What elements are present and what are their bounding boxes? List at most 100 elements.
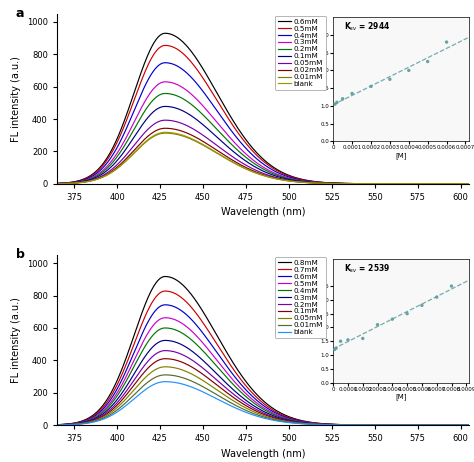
0.01mM [160, 372, 166, 378]
blank [330, 422, 336, 428]
0.1mM [160, 356, 166, 362]
0.01mM [160, 130, 166, 136]
0.3mM [298, 178, 303, 183]
0.2mM [127, 134, 133, 140]
0.1mM [466, 181, 472, 187]
0.02mM [162, 126, 168, 131]
0.8mM [330, 421, 336, 427]
0.4mM [162, 325, 168, 331]
0.01mM [54, 181, 60, 187]
blank [162, 379, 168, 384]
0.02mM [298, 179, 303, 185]
X-axis label: Wavelength (nm): Wavelength (nm) [221, 207, 305, 217]
0.5mM [160, 315, 166, 321]
blank [160, 130, 166, 135]
0.1mM [160, 104, 166, 109]
blank [466, 181, 472, 187]
0.3mM [54, 422, 60, 428]
Line: 0.6mM: 0.6mM [57, 305, 469, 425]
Y-axis label: FL intensity (a.u.): FL intensity (a.u.) [11, 297, 21, 383]
blank [241, 165, 247, 170]
0.3mM [466, 181, 472, 187]
0.6mM [54, 422, 60, 427]
0.8mM [298, 418, 303, 423]
Text: b: b [16, 249, 25, 261]
blank [241, 409, 247, 414]
0.6mM [298, 176, 303, 182]
0.2mM [330, 181, 336, 186]
0.01mM [330, 422, 336, 427]
0.7mM [466, 422, 472, 428]
0.6mM [365, 422, 371, 428]
0.01mM [298, 179, 303, 185]
0.1mM [298, 420, 303, 426]
0.1mM [330, 422, 336, 427]
0.6mM [162, 30, 168, 36]
0.4mM [54, 181, 60, 186]
0.6mM [330, 180, 336, 186]
0.8mM [160, 274, 166, 280]
0.3mM [241, 396, 247, 401]
0.05mM [330, 422, 336, 427]
Line: 0.6mM: 0.6mM [57, 33, 469, 184]
Line: 0.1mM: 0.1mM [57, 359, 469, 425]
Line: 0.02mM: 0.02mM [57, 128, 469, 184]
0.01mM [466, 422, 472, 428]
0.7mM [127, 353, 133, 358]
0.6mM [466, 181, 472, 187]
0.8mM [162, 274, 168, 279]
0.1mM [127, 140, 133, 146]
0.05mM [127, 148, 133, 153]
0.4mM [466, 422, 472, 428]
0.2mM [298, 178, 303, 184]
blank [365, 181, 371, 187]
0.5mM [466, 181, 472, 187]
0.3mM [330, 181, 336, 186]
Legend: 0.8mM, 0.7mM, 0.6mM, 0.5mM, 0.4mM, 0.3mM, 0.2mM, 0.1mM, 0.05mM, 0.01mM, blank: 0.8mM, 0.7mM, 0.6mM, 0.5mM, 0.4mM, 0.3mM… [275, 257, 326, 338]
0.6mM [330, 422, 336, 427]
0.6mM [127, 103, 133, 108]
0.6mM [241, 134, 247, 140]
0.6mM [160, 31, 166, 36]
Line: 0.4mM: 0.4mM [57, 328, 469, 425]
0.6mM [241, 385, 247, 391]
X-axis label: Wavelength (nm): Wavelength (nm) [221, 449, 305, 459]
0.3mM [162, 338, 168, 343]
0.7mM [160, 289, 166, 294]
0.1mM [365, 422, 371, 428]
0.05mM [162, 117, 168, 123]
Line: blank: blank [57, 382, 469, 425]
0.7mM [54, 422, 60, 427]
0.05mM [241, 161, 247, 167]
0.3mM [330, 422, 336, 427]
0.01mM [241, 165, 247, 171]
Line: 0.7mM: 0.7mM [57, 291, 469, 425]
0.02mM [466, 181, 472, 187]
0.2mM [241, 153, 247, 158]
blank [127, 154, 133, 160]
0.01mM [162, 130, 168, 136]
0.1mM [127, 388, 133, 393]
0.4mM [54, 422, 60, 428]
0.5mM [466, 422, 472, 428]
0.3mM [365, 422, 371, 428]
blank [298, 179, 303, 185]
0.8mM [466, 422, 472, 428]
0.5mM [298, 176, 303, 182]
0.02mM [127, 152, 133, 158]
blank [466, 422, 472, 428]
0.5mM [54, 422, 60, 427]
Line: 0.1mM: 0.1mM [57, 106, 469, 184]
0.01mM [466, 181, 472, 187]
0.02mM [160, 126, 166, 131]
0.2mM [54, 422, 60, 428]
0.4mM [298, 177, 303, 182]
Line: 0.2mM: 0.2mM [57, 93, 469, 184]
blank [330, 181, 336, 186]
0.2mM [466, 181, 472, 187]
0.1mM [54, 181, 60, 186]
0.5mM [127, 366, 133, 372]
0.4mM [241, 144, 247, 149]
Line: 0.05mM: 0.05mM [57, 120, 469, 184]
0.6mM [54, 181, 60, 186]
